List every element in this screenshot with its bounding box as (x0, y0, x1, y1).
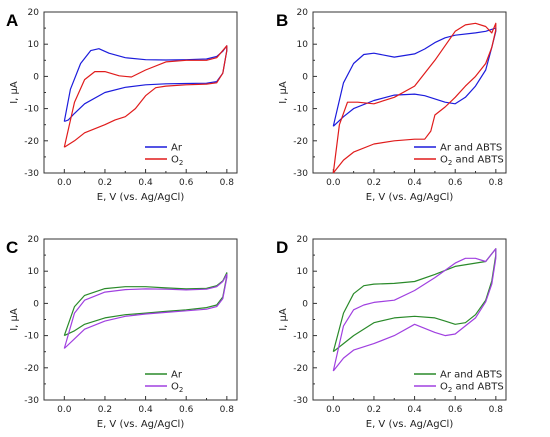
legend-label: O2 (171, 382, 183, 395)
panels-root: A 0.0 0.2 0.4 0.6 0.8 -30 -20 -10 0 10 20 E, V (vs. … (6, 8, 507, 430)
x-tick-label: 0.4 (138, 178, 153, 188)
y-tick-label: -10 (293, 105, 308, 115)
x-tick-label: 0.0 (326, 178, 341, 188)
x-tick-label: 0.2 (98, 178, 112, 188)
y-tick-label: -10 (24, 105, 39, 115)
y-axis-label: I, µA (9, 81, 20, 104)
chart-panel-a: A 0.0 0.2 0.4 0.6 0.8 -30 -20 -10 0 10 20 E, V (vs. … (6, 8, 238, 203)
x-tick-label: 0.8 (220, 405, 235, 415)
y-tick-label: 10 (297, 267, 309, 277)
x-tick-label: 0.2 (367, 178, 381, 188)
y-tick-label: 20 (28, 8, 40, 18)
x-axis-label: E, V (vs. Ag/AgCl) (97, 419, 185, 430)
series-line-1 (63, 273, 228, 349)
legend-label: Ar and ABTS (440, 370, 502, 381)
panel-letter: D (276, 238, 288, 257)
x-tick-label: 0.4 (407, 178, 422, 188)
y-tick-label: 0 (33, 299, 39, 309)
legend-label: Ar (171, 143, 183, 154)
legend-label: Ar and ABTS (440, 143, 502, 154)
x-tick-label: 0.6 (448, 405, 463, 415)
y-tick-label: 20 (297, 235, 309, 245)
y-tick-label: -20 (293, 137, 308, 147)
legend-label: O2 and ABTS (440, 155, 504, 168)
x-tick-label: 0.2 (98, 405, 112, 415)
y-tick-label: -30 (24, 396, 39, 406)
x-axis-label: E, V (vs. Ag/AgCl) (366, 192, 454, 203)
y-tick-label: 0 (302, 72, 308, 82)
plot-frame (43, 11, 238, 174)
x-tick-label: 0.2 (367, 405, 381, 415)
y-tick-label: -30 (293, 169, 308, 179)
legend-label: O2 (171, 155, 183, 168)
x-tick-label: 0.0 (326, 405, 341, 415)
chart-panel-d: D 0.0 0.2 0.4 0.6 0.8 -30 -20 -10 0 10 20 E, V (vs. … (276, 235, 507, 430)
y-tick-label: -20 (24, 137, 39, 147)
y-tick-label: 10 (28, 40, 40, 50)
y-tick-label: -10 (293, 332, 308, 342)
y-tick-label: -20 (293, 364, 308, 374)
series-line-0 (332, 248, 497, 353)
y-tick-label: -30 (293, 396, 308, 406)
y-tick-label: -20 (24, 364, 39, 374)
panel-letter: A (6, 11, 18, 30)
legend-label: O2 and ABTS (440, 382, 504, 395)
y-tick-label: 20 (297, 8, 309, 18)
x-axis-label: E, V (vs. Ag/AgCl) (97, 192, 185, 203)
y-tick-label: -30 (24, 169, 39, 179)
panel-letter: B (276, 11, 288, 30)
series-line-1 (63, 45, 228, 148)
x-tick-label: 0.4 (407, 405, 422, 415)
y-tick-label: 20 (28, 235, 40, 245)
x-tick-label: 0.8 (220, 178, 235, 188)
y-tick-label: 10 (28, 267, 40, 277)
chart-panel-c: C 0.0 0.2 0.4 0.6 0.8 -30 -20 -10 0 10 20 E, V (vs. … (6, 235, 238, 430)
y-axis-label: I, µA (278, 308, 289, 331)
x-tick-label: 0.0 (57, 405, 72, 415)
x-tick-label: 0.6 (179, 178, 194, 188)
y-tick-label: 10 (297, 40, 309, 50)
x-axis-label: E, V (vs. Ag/AgCl) (366, 419, 454, 430)
series-line-1 (332, 22, 497, 174)
y-axis-label: I, µA (9, 308, 20, 331)
y-axis-label: I, µA (278, 81, 289, 104)
x-tick-label: 0.4 (138, 405, 153, 415)
y-tick-label: 0 (33, 72, 39, 82)
panel-letter: C (6, 238, 18, 257)
x-tick-label: 0.8 (489, 405, 504, 415)
series-line-0 (332, 27, 497, 127)
series-line-1 (332, 248, 497, 372)
x-tick-label: 0.6 (179, 405, 194, 415)
y-tick-label: -10 (24, 332, 39, 342)
series-line-0 (63, 272, 228, 337)
legend-label: Ar (171, 370, 183, 381)
chart-panel-b: B 0.0 0.2 0.4 0.6 0.8 -30 -20 -10 0 10 20 E, V (vs. … (276, 8, 507, 203)
x-tick-label: 0.6 (448, 178, 463, 188)
x-tick-label: 0.8 (489, 178, 504, 188)
x-tick-label: 0.0 (57, 178, 72, 188)
y-tick-label: 0 (302, 299, 308, 309)
